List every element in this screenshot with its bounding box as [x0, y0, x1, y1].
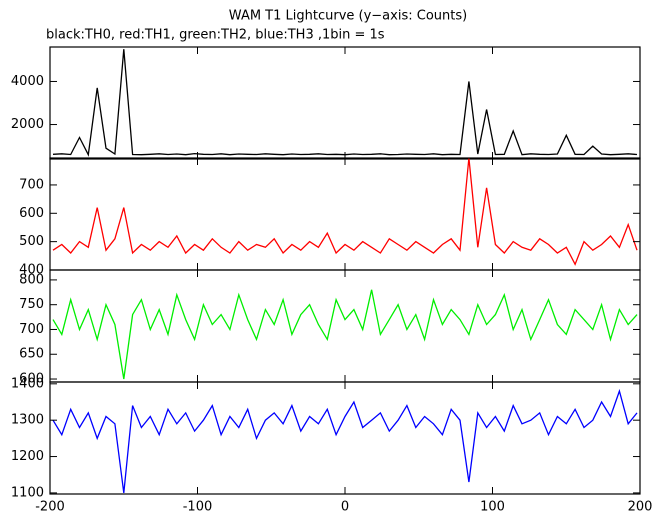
y-tick-label: 1100: [11, 485, 44, 500]
x-tick-label: -100: [183, 500, 213, 515]
y-tick-label: 2000: [11, 117, 44, 132]
chart-subtitle: black:TH0, red:TH1, green:TH2, blue:TH3 …: [46, 28, 385, 43]
y-tick-label: 4000: [11, 74, 44, 89]
y-tick-label: 600: [19, 206, 44, 221]
x-tick-label: -200: [35, 500, 65, 515]
chart-title: WAM T1 Lightcurve (y−axis: Counts): [229, 9, 467, 24]
y-tick-label: 1400: [11, 376, 44, 391]
y-tick-label: 650: [19, 347, 44, 362]
y-tick-label: 500: [19, 234, 44, 249]
x-tick-label: 0: [341, 500, 349, 515]
y-tick-label: 1300: [11, 413, 44, 428]
y-tick-label: 1200: [11, 449, 44, 464]
light-curve: [52, 388, 638, 493]
light-curve: [52, 49, 638, 157]
y-tick-label: 600: [19, 372, 44, 387]
x-tick-label: 100: [480, 500, 505, 515]
y-tick-label: 800: [19, 272, 44, 287]
y-tick-label: 700: [19, 177, 44, 192]
panel-frame: [49, 157, 641, 271]
y-tick-label: 750: [19, 297, 44, 312]
x-tick-label: 200: [628, 500, 653, 515]
y-tick-label: 400: [19, 263, 44, 278]
panel-frame: [49, 46, 641, 160]
y-tick-label: 700: [19, 322, 44, 337]
panel-frame: [49, 381, 641, 495]
light-curve: [52, 289, 638, 380]
panel-frame: [49, 269, 641, 383]
light-curve: [52, 157, 638, 266]
